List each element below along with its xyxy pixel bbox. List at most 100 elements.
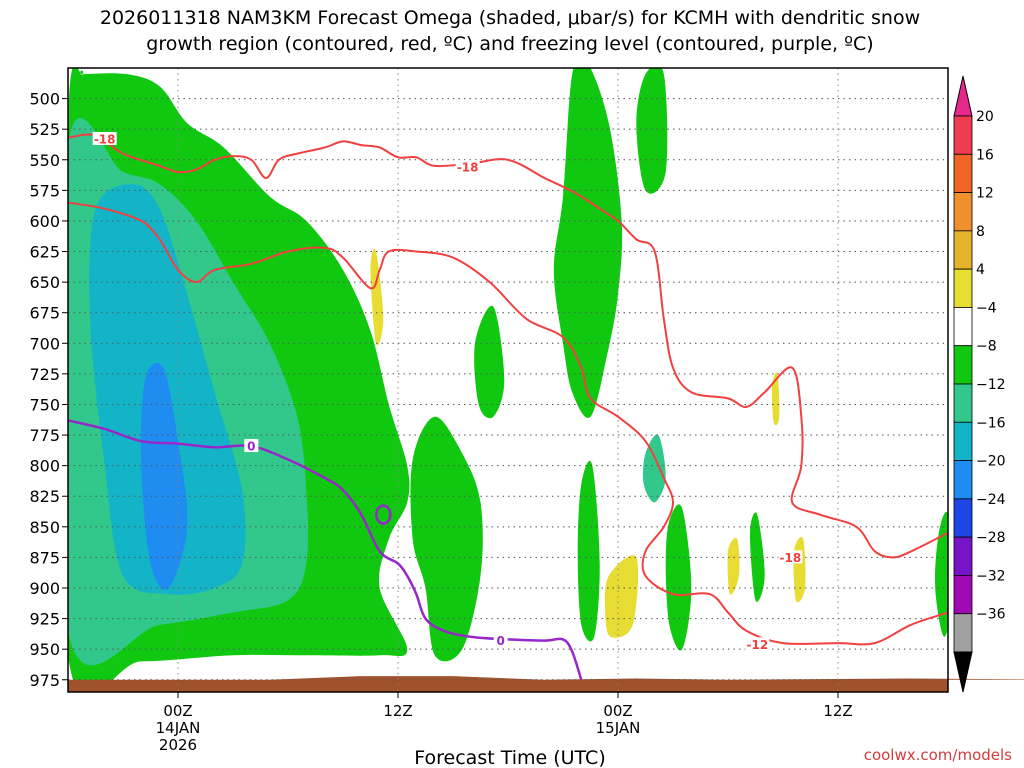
y-tick-label: 725 xyxy=(29,365,60,384)
colorbar-swatch xyxy=(953,383,973,423)
colorbar-swatch xyxy=(953,192,973,232)
colorbar-label: −20 xyxy=(976,454,1006,470)
colorbar-bottom-triangle xyxy=(953,651,973,693)
colorbar-swatch xyxy=(953,345,973,385)
y-tick-label: 525 xyxy=(29,120,60,139)
y-tick-label: 500 xyxy=(29,90,60,109)
omega-region-4 xyxy=(727,537,740,595)
omega-region-4 xyxy=(771,372,780,426)
omega-region-m4 xyxy=(749,512,765,602)
x-tick-label: 00Z xyxy=(163,702,192,720)
y-tick-label: 950 xyxy=(29,640,60,659)
contour-label-bg xyxy=(493,633,508,647)
colorbar-top-triangle xyxy=(953,75,973,117)
omega-region-m4 xyxy=(665,504,692,651)
colorbar-label: 16 xyxy=(976,147,994,163)
colorbar-swatch xyxy=(953,575,973,615)
colorbar-label: 20 xyxy=(976,109,994,125)
dgz-contour-m18 xyxy=(68,133,948,559)
contour-label-bg xyxy=(455,160,480,174)
freezing-level-label: 0 xyxy=(247,440,255,454)
y-tick-label: 550 xyxy=(29,151,60,170)
x-tick-label: 00Z xyxy=(603,702,632,720)
chart-title-line-1: 2026011318 NAM3KM Forecast Omega (shaded… xyxy=(100,7,920,29)
y-tick-label: 900 xyxy=(29,579,60,598)
omega-region-m4 xyxy=(636,68,668,194)
colorbar-label: 8 xyxy=(976,224,985,240)
omega-region-4 xyxy=(793,536,806,603)
contour-label-bg xyxy=(244,439,259,453)
colorbar-swatch xyxy=(953,115,973,155)
chart-title-line-2: growth region (contoured, red, ºC) and f… xyxy=(146,33,873,55)
colorbar-label: −16 xyxy=(976,415,1006,431)
dgz-contour-label: -18 xyxy=(457,161,479,175)
y-tick-label: 875 xyxy=(29,548,60,567)
dgz-contour-label: -12 xyxy=(746,638,768,652)
omega-shading xyxy=(68,68,1003,692)
y-tick-label: 925 xyxy=(29,610,60,629)
colorbar-label: −12 xyxy=(976,377,1006,393)
colorbar-label: −32 xyxy=(976,568,1006,584)
colorbar-swatch xyxy=(953,498,973,538)
y-tick-label: 575 xyxy=(29,181,60,200)
y-tick-label: 800 xyxy=(29,457,60,476)
colorbar-swatch xyxy=(953,460,973,500)
omega-region-m4 xyxy=(985,68,1003,148)
omega-region-m4 xyxy=(474,305,505,419)
contour-label-bg xyxy=(92,131,117,145)
colorbar-label: 4 xyxy=(976,262,985,278)
omega-region-m4 xyxy=(935,511,948,637)
freezing-level-ring xyxy=(375,504,392,525)
colorbar-swatch xyxy=(953,421,973,461)
x-tick-label: 14JAN xyxy=(156,719,201,737)
contour-label-bg xyxy=(745,637,770,651)
dgz-contour-m12 xyxy=(68,201,948,646)
colorbar-swatch xyxy=(953,230,973,270)
omega-region-m4 xyxy=(410,416,483,662)
y-tick-label: 675 xyxy=(29,304,60,323)
y-tick-label: 700 xyxy=(29,334,60,353)
plot-frame xyxy=(67,67,949,693)
colorbar-swatch xyxy=(953,153,973,193)
y-tick-label: 750 xyxy=(29,395,60,414)
colorbar-swatch xyxy=(953,613,973,653)
freezing-level-contour xyxy=(68,419,583,681)
colorbar-label: −8 xyxy=(976,339,997,355)
colorbar-swatch xyxy=(953,268,973,308)
omega-region-m4 xyxy=(553,68,623,418)
freezing-level-label: 0 xyxy=(496,634,504,648)
colorbar-label: −28 xyxy=(976,530,1006,546)
x-tick-label: 2026 xyxy=(159,736,197,754)
x-axis-label: Forecast Time (UTC) xyxy=(414,747,605,768)
colorbar-label: 12 xyxy=(976,186,994,202)
y-tick-label: 600 xyxy=(29,212,60,231)
colorbar-label: −4 xyxy=(976,300,997,316)
omega-region-4 xyxy=(604,555,639,638)
dgz-contour-label: -18 xyxy=(779,551,801,565)
x-tick-label: 12Z xyxy=(383,702,412,720)
omega-region-m8 xyxy=(642,434,666,503)
colorbar-swatch xyxy=(953,307,973,347)
terrain-strip xyxy=(68,676,1024,692)
omega-region-m16 xyxy=(140,362,188,590)
credit-text: coolwx.com/models xyxy=(864,746,1012,764)
colorbar-label: −24 xyxy=(976,492,1006,508)
terrain-fill xyxy=(68,676,1024,692)
colorbar-swatch xyxy=(953,536,973,576)
y-tick-label: 975 xyxy=(29,671,60,690)
colorbar: 20 16 12 8 4 −4 −8 −12 −16 −20 −24 −28 −32 −36 xyxy=(953,75,1006,693)
y-tick-label: 850 xyxy=(29,518,60,537)
contour-label-bg xyxy=(778,550,803,564)
omega-region-m4 xyxy=(577,460,600,642)
y-tick-label: 625 xyxy=(29,243,60,262)
x-tick-label: 12Z xyxy=(823,702,852,720)
y-tick-label: 650 xyxy=(29,273,60,292)
y-tick-label: 825 xyxy=(29,487,60,506)
colorbar-label: −36 xyxy=(976,607,1006,623)
x-tick-label: 15JAN xyxy=(596,719,641,737)
pressure-axis: 500 525 550 575 600 625 650 675 700 725 750 775 800 8… xyxy=(29,90,68,690)
